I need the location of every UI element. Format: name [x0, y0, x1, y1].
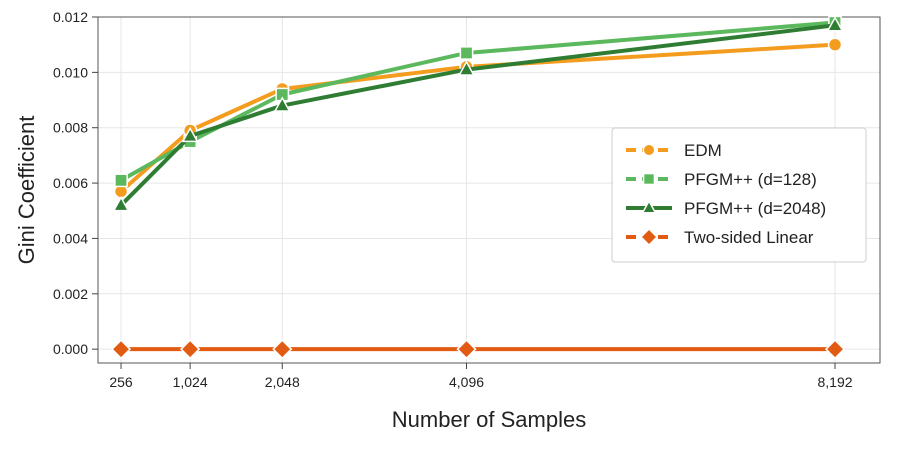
legend-marker [642, 172, 656, 186]
y-tick-label: 0.006 [53, 175, 88, 191]
x-tick-label: 1,024 [173, 374, 208, 390]
y-axis-label: Gini Coefficient [14, 116, 39, 265]
data-point [826, 16, 844, 32]
y-tick-label: 0.002 [53, 286, 88, 302]
tick-layer: 256 1,024 2,048 4,096 8,192 0.000 0.002 0.004 0.… [53, 9, 853, 390]
x-tick-label: 2,048 [265, 374, 300, 390]
data-point [273, 96, 291, 112]
data-point [459, 46, 474, 60]
legend-marker [642, 143, 656, 157]
data-point [458, 60, 475, 76]
legend-marker [639, 227, 659, 247]
data-point [272, 339, 293, 360]
legend-label: EDM [684, 141, 722, 160]
data-point [114, 173, 128, 188]
data-point [112, 196, 130, 212]
legend-label: Two-sided Linear [684, 228, 814, 247]
y-tick-label: 0.004 [53, 230, 88, 246]
series-layer [110, 15, 846, 360]
data-point [110, 339, 132, 360]
legend: EDM PFGM++ (d=128) PFGM++ (d=2048) Two-side… [611, 127, 867, 263]
plot-frame [97, 16, 881, 364]
legend-label: PFGM++ (d=2048) [684, 199, 826, 218]
data-point [180, 339, 201, 360]
x-tick-label: 256 [109, 374, 133, 390]
legend-label: PFGM++ (d=128) [684, 170, 817, 189]
legend-box [611, 127, 867, 263]
series-2 [112, 16, 844, 212]
data-point [824, 339, 846, 360]
legend-marker [641, 199, 657, 214]
y-tick-label: 0.010 [53, 64, 88, 80]
y-tick-label: 0.012 [53, 9, 88, 25]
x-axis-label: Number of Samples [392, 407, 586, 432]
x-tick-label: 4,096 [449, 374, 484, 390]
x-tick-label: 8,192 [817, 374, 852, 390]
series-3 [110, 339, 846, 360]
data-point [181, 126, 199, 143]
y-tick-label: 0.008 [53, 120, 88, 136]
data-point [456, 339, 477, 360]
data-point [827, 37, 843, 52]
y-tick-label: 0.000 [53, 341, 88, 357]
